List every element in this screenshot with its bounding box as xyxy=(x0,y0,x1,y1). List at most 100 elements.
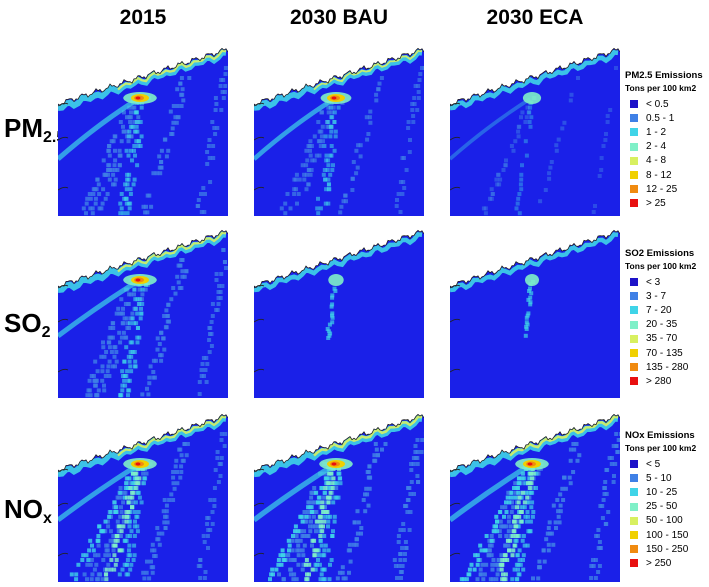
emission-cell xyxy=(510,500,514,505)
emission-cell xyxy=(199,192,203,196)
emission-cell xyxy=(122,359,127,364)
emission-cell xyxy=(521,567,526,572)
emission-cell xyxy=(504,500,508,505)
emission-cell xyxy=(177,447,182,452)
emission-cell xyxy=(509,144,514,148)
emission-cell xyxy=(522,505,527,510)
emission-cell xyxy=(288,558,293,562)
emission-cell xyxy=(546,526,551,530)
emission-cell xyxy=(131,558,136,562)
emission-cell xyxy=(107,553,111,558)
emission-cell xyxy=(332,514,337,519)
emission-cell xyxy=(354,542,359,547)
emission-cell xyxy=(319,486,324,490)
emission-cell xyxy=(107,359,112,364)
land-mass xyxy=(58,44,228,106)
emission-cell xyxy=(528,105,533,110)
emission-cell xyxy=(180,87,185,92)
row-header-pm25-main: PM xyxy=(4,113,43,143)
shipping-lane xyxy=(325,286,338,340)
emission-cell xyxy=(288,206,293,211)
emission-cell xyxy=(117,163,122,168)
emission-cell xyxy=(316,120,321,124)
emission-cell xyxy=(366,503,371,508)
emission-cell xyxy=(330,302,335,307)
emission-cell xyxy=(515,553,520,558)
emission-cell xyxy=(526,514,531,519)
emission-cell xyxy=(509,510,514,514)
emission-cell xyxy=(555,498,560,502)
emission-cell xyxy=(501,168,506,172)
emission-cell xyxy=(207,326,212,330)
emission-cell xyxy=(223,432,228,436)
emission-cell xyxy=(409,480,414,484)
emission-cell xyxy=(415,462,420,466)
emission-cell xyxy=(218,462,223,466)
emission-cell xyxy=(82,572,87,577)
emission-cell xyxy=(489,534,494,538)
emission-cell xyxy=(520,476,525,481)
legend-unit: Tons per 100 km2 xyxy=(625,83,697,93)
emission-cell xyxy=(603,480,608,484)
emission-cell xyxy=(89,374,94,378)
emission-cell xyxy=(517,124,522,129)
map-so2-2030-bau xyxy=(254,226,424,398)
emission-cell xyxy=(180,458,185,463)
emission-cell xyxy=(347,570,351,575)
emission-cell xyxy=(530,486,535,490)
emission-cell xyxy=(326,110,331,115)
emission-cell xyxy=(514,514,519,519)
emission-cell xyxy=(542,559,547,564)
emission-cell xyxy=(124,201,129,206)
emission-cell xyxy=(568,458,573,463)
emission-cell xyxy=(159,160,164,164)
coastal-hook xyxy=(450,136,461,141)
emission-cell xyxy=(97,524,102,529)
legend-item: 8 - 12 xyxy=(625,168,709,182)
emission-cell xyxy=(323,201,328,206)
emission-cell xyxy=(211,144,216,148)
emission-cell xyxy=(406,486,411,490)
emission-cell xyxy=(597,540,602,544)
emission-cell xyxy=(218,474,223,478)
emission-cell xyxy=(124,196,129,201)
emission-cell xyxy=(529,115,534,120)
emission-cell xyxy=(142,576,147,581)
emission-cell xyxy=(420,438,424,442)
emission-cell xyxy=(159,358,164,363)
emission-cell xyxy=(416,90,421,94)
emission-cell xyxy=(96,534,101,538)
emission-cell xyxy=(523,481,528,486)
legend-nox: NOx Emissions Tons per 100 km2 < 5 5 - 10… xyxy=(625,430,709,571)
emission-cell xyxy=(509,490,514,495)
emission-cell xyxy=(599,156,604,160)
emission-cell xyxy=(506,490,511,495)
emission-cell xyxy=(308,139,313,144)
emission-cell xyxy=(127,326,131,330)
emission-cell xyxy=(223,72,228,76)
emission-cell xyxy=(507,500,512,505)
emission-cell xyxy=(206,516,211,520)
emission-cell xyxy=(323,134,328,139)
emission-cell xyxy=(530,500,535,505)
emission-cell xyxy=(341,199,346,204)
coastal-hook xyxy=(254,102,265,107)
emission-cell xyxy=(121,330,126,335)
emission-cell xyxy=(113,134,118,139)
emission-cell xyxy=(92,567,97,572)
emission-cell xyxy=(545,531,550,536)
emission-cell xyxy=(119,548,124,553)
legend-label: 8 - 12 xyxy=(646,169,672,181)
emission-cell xyxy=(520,538,525,543)
emission-cell xyxy=(126,201,131,206)
emission-cell xyxy=(102,388,107,393)
emission-cell xyxy=(109,168,114,172)
emission-cell xyxy=(208,180,213,184)
emission-cell xyxy=(219,108,224,112)
emission-cell xyxy=(208,332,212,336)
shipping-lane xyxy=(254,462,336,523)
emission-cell xyxy=(399,570,404,574)
legend-swatch xyxy=(630,142,638,151)
emission-cell xyxy=(312,548,317,553)
coastal-hook xyxy=(254,284,265,289)
